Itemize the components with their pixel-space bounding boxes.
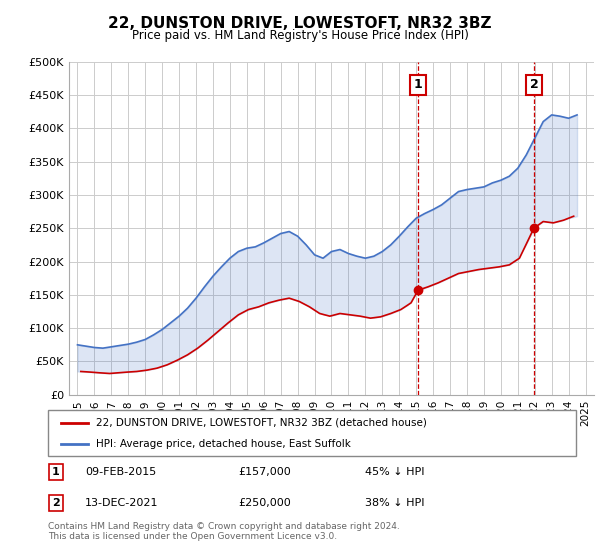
Text: 1: 1	[52, 467, 60, 477]
Text: 1: 1	[413, 78, 422, 91]
Text: 38% ↓ HPI: 38% ↓ HPI	[365, 498, 424, 508]
Text: 2: 2	[530, 78, 538, 91]
Text: £250,000: £250,000	[238, 498, 291, 508]
Text: 45% ↓ HPI: 45% ↓ HPI	[365, 467, 424, 477]
Text: Contains HM Land Registry data © Crown copyright and database right 2024.
This d: Contains HM Land Registry data © Crown c…	[48, 522, 400, 542]
Text: 2: 2	[52, 498, 60, 508]
Text: £157,000: £157,000	[238, 467, 291, 477]
Text: 22, DUNSTON DRIVE, LOWESTOFT, NR32 3BZ: 22, DUNSTON DRIVE, LOWESTOFT, NR32 3BZ	[108, 16, 492, 31]
Text: HPI: Average price, detached house, East Suffolk: HPI: Average price, detached house, East…	[95, 439, 350, 449]
Text: 22, DUNSTON DRIVE, LOWESTOFT, NR32 3BZ (detached house): 22, DUNSTON DRIVE, LOWESTOFT, NR32 3BZ (…	[95, 418, 427, 428]
Text: 09-FEB-2015: 09-FEB-2015	[85, 467, 156, 477]
Text: 13-DEC-2021: 13-DEC-2021	[85, 498, 158, 508]
FancyBboxPatch shape	[48, 410, 576, 456]
Text: Price paid vs. HM Land Registry's House Price Index (HPI): Price paid vs. HM Land Registry's House …	[131, 29, 469, 42]
